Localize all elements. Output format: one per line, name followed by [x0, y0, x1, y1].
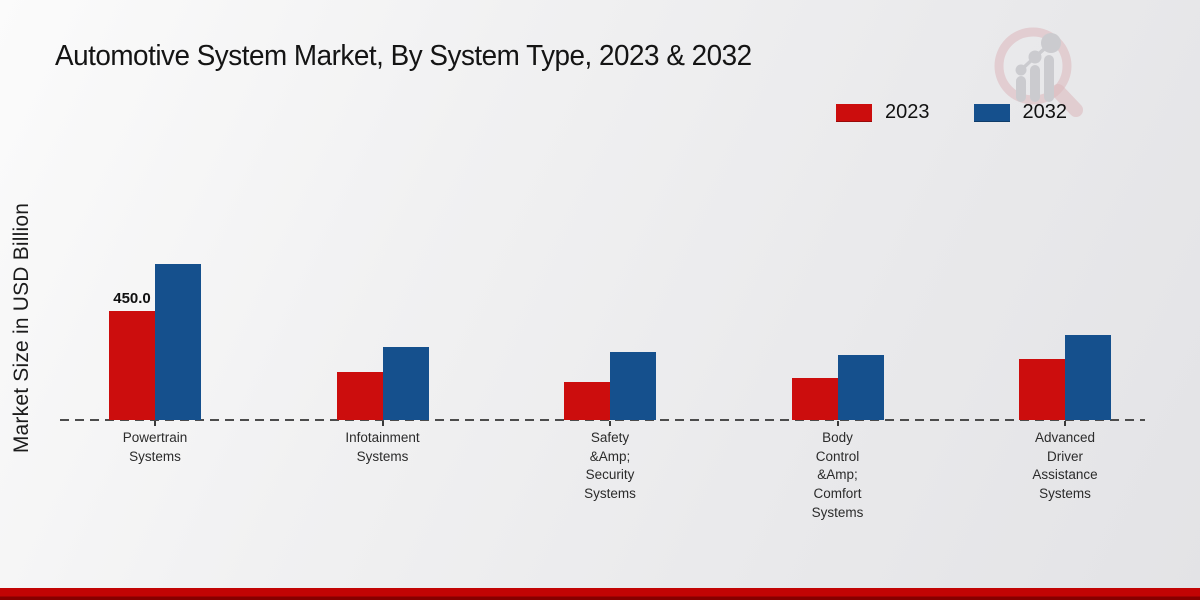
bar-2032-safety-amp-security-systems [610, 352, 656, 420]
legend: 2023 2032 [836, 101, 1067, 124]
category-label-safety-amp-security-systems: Safety &Amp; Security Systems [584, 430, 636, 501]
bar-2023-infotainment-systems [336, 372, 383, 420]
legend-swatch-2032 [973, 103, 1010, 122]
bar-2032-advanced-driver-assistance-systems [1065, 335, 1111, 420]
category-label-body-control-amp-comfort-systems: Body Control &Amp; Comfort Systems [811, 430, 864, 520]
x-axis-line [60, 419, 1145, 421]
magnifier-growth-chart-icon [994, 27, 1083, 117]
category-label-advanced-driver-assistance-systems: Advanced Driver Assistance Systems [1032, 430, 1098, 501]
legend-item-2023: 2023 [836, 101, 930, 124]
legend-label-2032: 2032 [1022, 101, 1068, 123]
bar-2032-powertrain-systems [155, 264, 201, 420]
bar-2023-advanced-driver-assistance-systems [1019, 359, 1065, 420]
bar-2032-infotainment-systems [382, 347, 429, 420]
chart-title: Automotive System Market, By System Type… [55, 40, 752, 72]
x-axis-tick-infotainment-systems [381, 421, 384, 426]
bar-2023-body-control-amp-comfort-systems [791, 378, 838, 420]
x-axis-tick-body-control-amp-comfort-systems [836, 421, 839, 426]
footer-accent-band [0, 588, 1200, 600]
data-label-2023-powertrain-systems: 450.0 [113, 290, 151, 307]
x-axis-tick-powertrain-systems [154, 421, 156, 426]
legend-item-2032: 2032 [973, 101, 1068, 124]
bar-2023-powertrain-systems [109, 311, 155, 420]
bar-2032-body-control-amp-comfort-systems [837, 355, 884, 420]
category-label-powertrain-systems: Powertrain Systems [122, 430, 188, 464]
x-axis-tick-advanced-driver-assistance-systems [1064, 421, 1066, 426]
brand-logo [988, 24, 1088, 119]
legend-swatch-2023 [836, 103, 872, 122]
bar-2023-safety-amp-security-systems [564, 382, 610, 420]
legend-label-2023: 2023 [885, 101, 930, 123]
x-axis-tick-safety-amp-security-systems [609, 421, 611, 426]
category-label-infotainment-systems: Infotainment Systems [345, 430, 420, 464]
